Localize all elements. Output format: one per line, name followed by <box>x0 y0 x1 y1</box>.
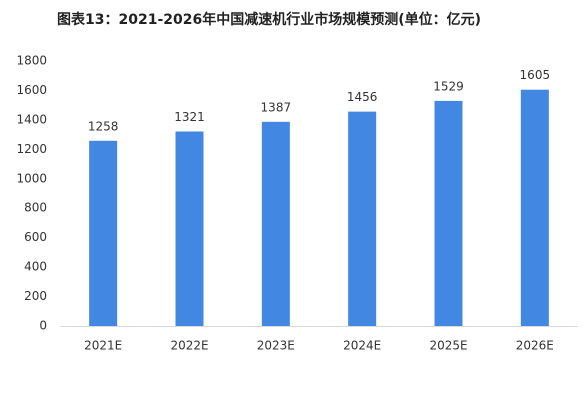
y-tick-label: 1000 <box>16 171 47 185</box>
bar <box>434 100 463 327</box>
data-label: 1605 <box>520 68 551 82</box>
data-label: 1529 <box>433 79 464 93</box>
data-label: 1321 <box>174 110 205 124</box>
chart-title: 图表13：2021-2026年中国减速机行业市场规模预测(单位：亿元) <box>57 11 481 28</box>
data-label: 1387 <box>261 100 292 114</box>
x-tick-label: 2023E <box>257 339 295 353</box>
x-tick-label: 2025E <box>429 339 467 353</box>
y-tick-label: 1400 <box>16 112 47 126</box>
y-tick-label: 200 <box>24 289 47 303</box>
data-label: 1258 <box>88 119 119 133</box>
x-tick-label: 2026E <box>516 339 554 353</box>
bar <box>348 111 377 327</box>
y-tick-label: 1200 <box>16 142 47 156</box>
bar <box>89 140 118 326</box>
y-tick-label: 1800 <box>16 54 47 68</box>
y-tick-label: 800 <box>24 201 47 215</box>
y-tick-label: 1600 <box>16 83 47 97</box>
x-tick-label: 2022E <box>170 339 208 353</box>
y-tick-label: 600 <box>24 230 47 244</box>
x-tick-label: 2021E <box>84 339 122 353</box>
y-tick-label: 400 <box>24 260 47 274</box>
bar <box>261 121 290 326</box>
y-tick-label: 0 <box>39 319 47 333</box>
bar <box>520 89 549 326</box>
x-tick-label: 2024E <box>343 339 381 353</box>
data-label: 1456 <box>347 90 378 104</box>
bar <box>175 131 204 326</box>
